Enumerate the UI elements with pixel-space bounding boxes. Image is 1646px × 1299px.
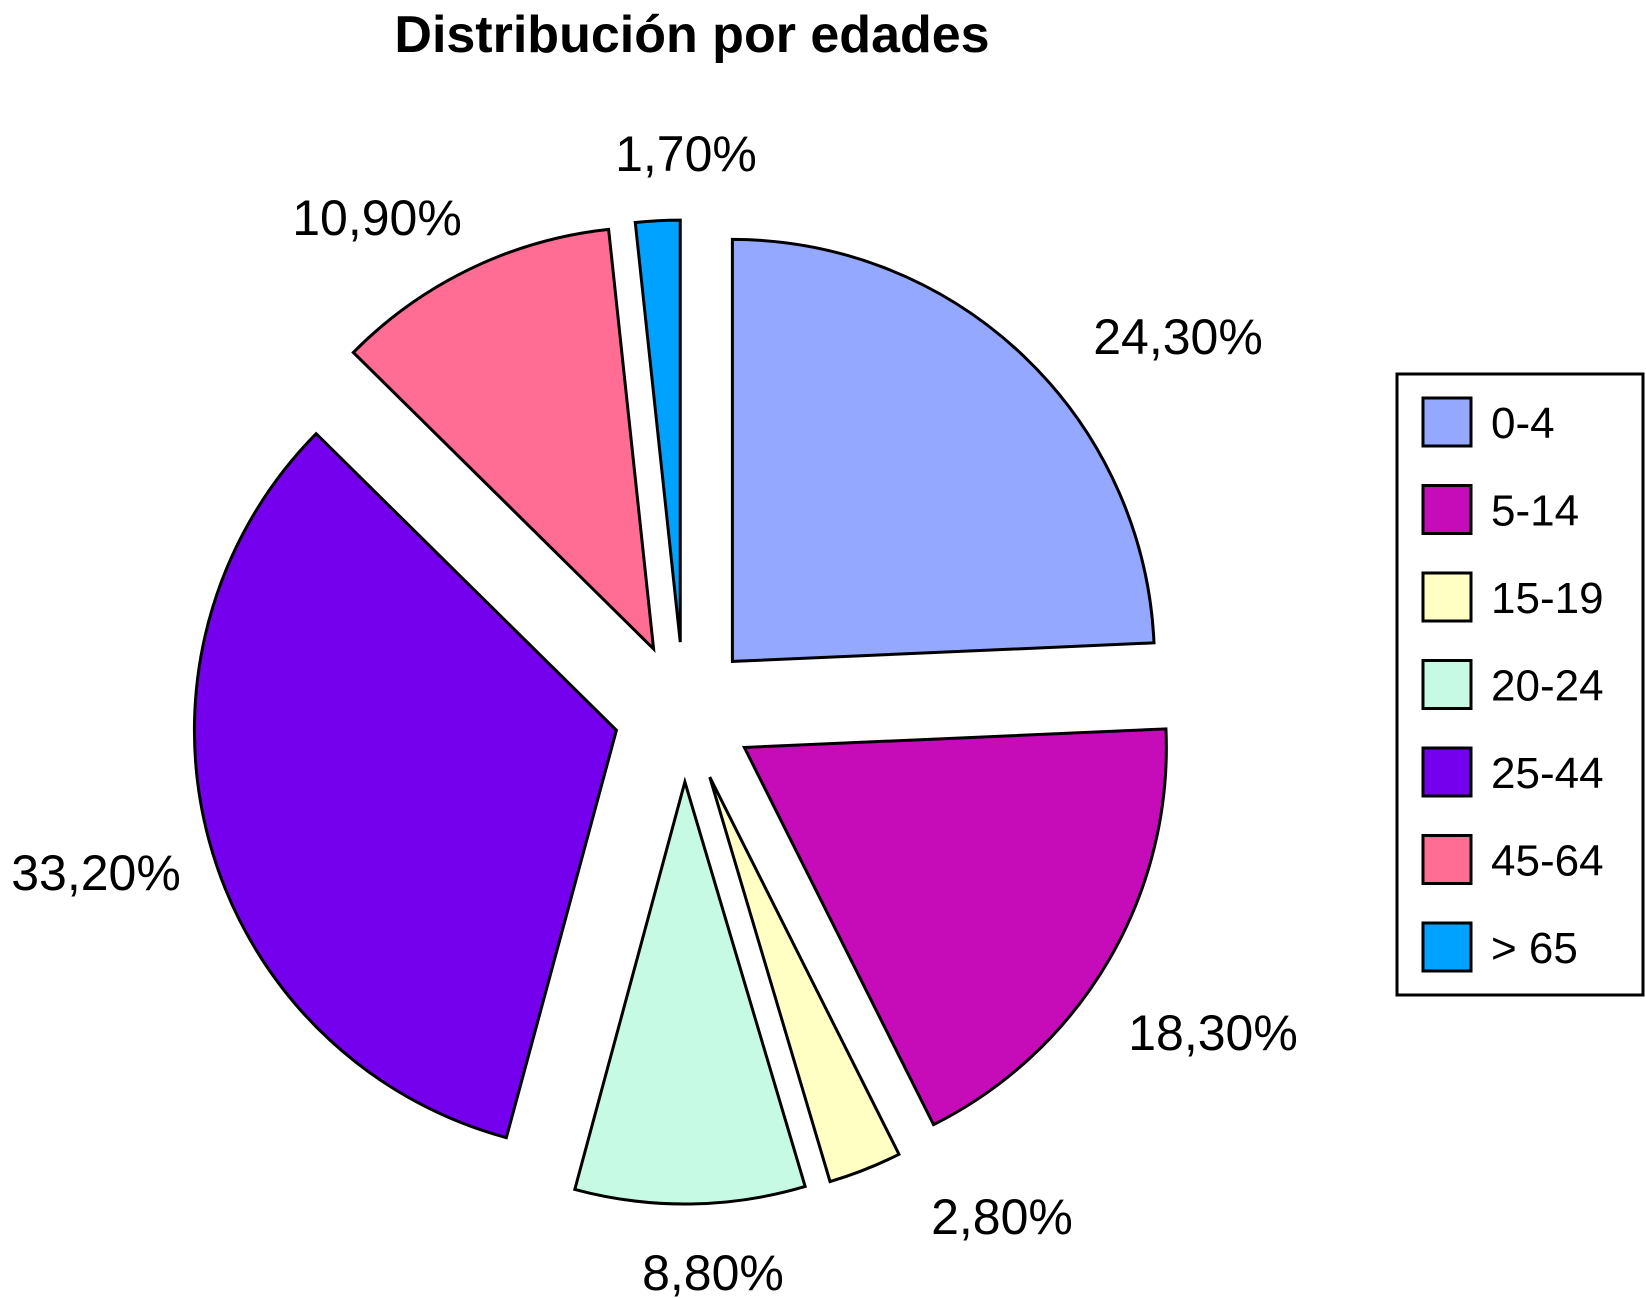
legend-swatch-7 — [1421, 921, 1473, 973]
chart-title: Distribución por edades — [394, 6, 989, 64]
legend-label-6: 45-64 — [1491, 837, 1604, 886]
slice-value-label-2: 18,30% — [1128, 1005, 1298, 1061]
legend-label-2: 5-14 — [1491, 487, 1579, 536]
pie-slice-4 — [572, 776, 808, 1206]
pie-slice-5 — [192, 431, 619, 1140]
legend-swatch-2 — [1421, 484, 1473, 535]
pie-slice-6 — [351, 227, 656, 653]
legend-swatch-6 — [1421, 834, 1473, 885]
slice-value-label-3: 2,80% — [931, 1189, 1073, 1245]
legend-swatch-3 — [1421, 571, 1473, 623]
legend-swatch-4 — [1421, 659, 1473, 710]
legend-label-3: 15-19 — [1491, 574, 1604, 623]
legend: 0-4 5-14 15-19 20-24 25-44 45-64 > 65 — [1395, 372, 1645, 997]
pie-slice-1 — [730, 237, 1156, 663]
pie-slice-3 — [708, 776, 902, 1184]
slice-labels: 24,30% 18,30% 2,80% 8,80% 33,20% 10,90% 1,70% — [11, 126, 1298, 1299]
slice-value-label-5: 33,20% — [11, 845, 181, 901]
legend-label-4: 20-24 — [1491, 662, 1604, 711]
legend-label-1: 0-4 — [1491, 399, 1555, 448]
pie-slice-2 — [741, 727, 1168, 1127]
legend-label-7: > 65 — [1491, 924, 1578, 973]
pie-slices — [192, 218, 1168, 1206]
slice-value-label-6: 10,90% — [292, 190, 462, 246]
slice-value-label-4: 8,80% — [642, 1245, 784, 1299]
pie-slice-7 — [633, 218, 682, 643]
legend-swatch-5 — [1421, 746, 1473, 798]
slice-value-label-1: 24,30% — [1093, 309, 1263, 365]
legend-swatch-1 — [1421, 396, 1473, 448]
slice-value-label-7: 1,70% — [615, 126, 757, 182]
legend-label-5: 25-44 — [1491, 749, 1604, 798]
